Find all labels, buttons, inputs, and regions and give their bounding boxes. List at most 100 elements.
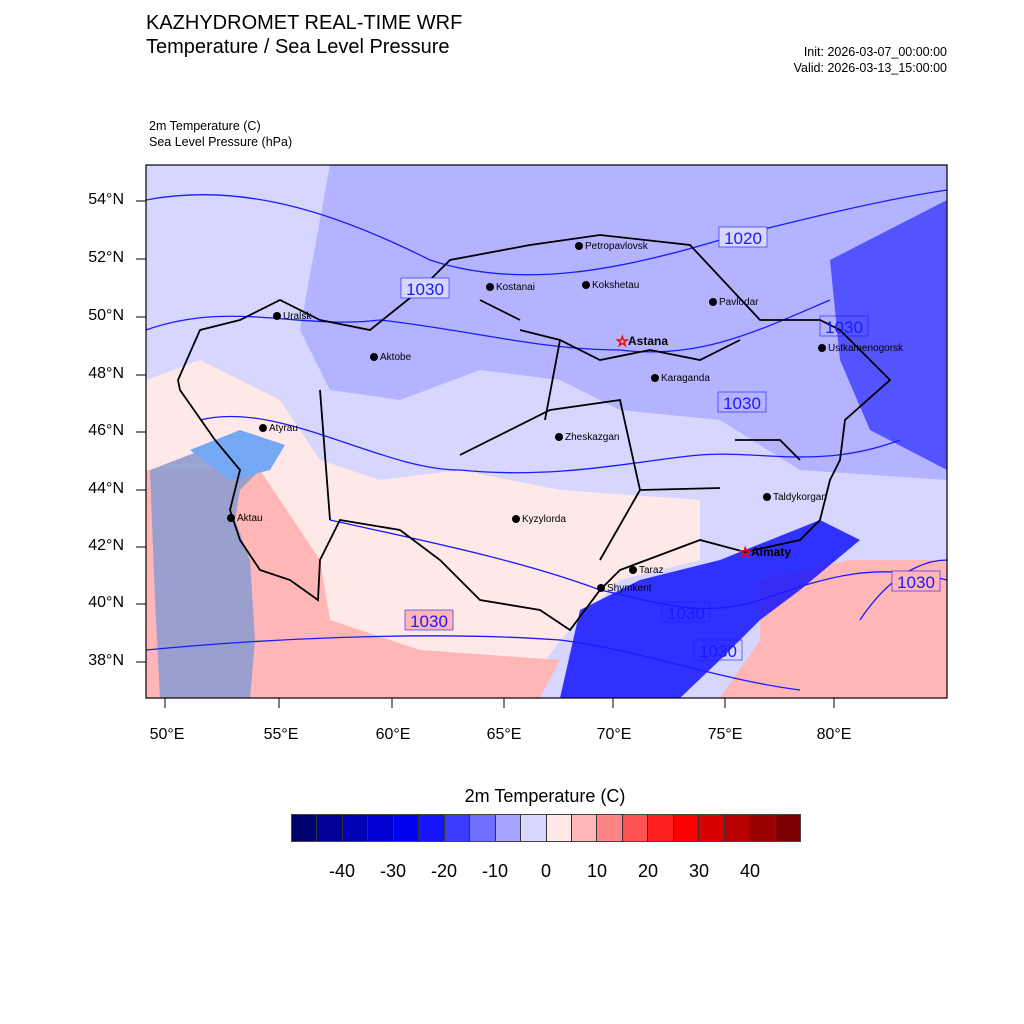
svg-text:Kyzylorda: Kyzylorda (522, 514, 566, 525)
city-marker: Aktau (227, 513, 263, 524)
colorbar-swatch (597, 815, 623, 841)
colorbar-label: 0 (540, 861, 552, 881)
lat-label: 40°N (88, 594, 124, 611)
lat-label: 50°N (88, 307, 124, 324)
lon-label: 80°E (816, 726, 852, 743)
isobar-label: 1030 (891, 570, 941, 592)
valid-time: Valid: 2026-03-13_15:00:00 (793, 61, 947, 75)
svg-text:Kostanai: Kostanai (496, 282, 535, 293)
chart-title: KAZHYDROMET REAL-TIME WRF (146, 12, 463, 34)
city-marker: Pavlodar (709, 297, 759, 308)
city-marker: Aktobe (370, 352, 412, 363)
svg-text:1020: 1020 (724, 229, 762, 248)
colorbar-swatch (571, 815, 598, 841)
isobar-label: 1030 (404, 609, 454, 631)
isobar-label: 1030 (693, 639, 743, 661)
lat-label: 42°N (88, 537, 124, 554)
svg-text:1030: 1030 (406, 280, 444, 299)
isobar-label: 1030 (400, 277, 450, 299)
svg-text:1030: 1030 (825, 318, 863, 337)
colorbar-swatch (699, 815, 725, 841)
colorbar-label: -30 (379, 861, 407, 881)
colorbar (291, 814, 801, 842)
isobars (146, 189, 947, 691)
city-marker: Taraz (629, 565, 663, 576)
temp-field-cold-north (300, 165, 947, 480)
lon-label: 50°E (149, 726, 185, 743)
city-marker: Atyrau (259, 423, 298, 434)
svg-text:Uralsk: Uralsk (283, 311, 312, 322)
chart-subtitle: Temperature / Sea Level Pressure (146, 36, 450, 58)
colorbar-swatch (393, 815, 420, 841)
lat-label: 48°N (88, 365, 124, 382)
colorbar-label: -10 (481, 861, 509, 881)
aral-sea-region (190, 430, 285, 480)
field-label-temperature: 2m Temperature (C) (149, 119, 261, 133)
svg-text:1030: 1030 (897, 573, 935, 592)
svg-text:Zheskazgan: Zheskazgan (565, 432, 619, 443)
lat-label: 38°N (88, 652, 124, 669)
colorbar-swatch (368, 815, 394, 841)
colorbar-title: 2m Temperature (C) (464, 786, 626, 806)
city-marker: Kostanai (486, 282, 535, 293)
city-marker: Kokshetau (582, 280, 639, 291)
svg-text:Atyrau: Atyrau (269, 423, 298, 434)
colorbar-label: 20 (637, 861, 659, 881)
lon-label: 75°E (707, 726, 743, 743)
svg-text:Petropavlovsk: Petropavlovsk (585, 241, 649, 252)
isobar-label: 1020 (718, 226, 768, 248)
svg-text:1030: 1030 (723, 394, 761, 413)
isobar-label: 1030 (717, 391, 767, 413)
city-marker: Ustkamenogorsk (818, 343, 904, 354)
caspian-sea (150, 445, 280, 698)
lon-label: 70°E (596, 726, 632, 743)
temp-field-cold-east (830, 200, 947, 470)
colorbar-swatch (292, 815, 318, 841)
svg-text:1030: 1030 (410, 612, 448, 631)
colorbar-label: 30 (688, 861, 710, 881)
lon-label: 65°E (486, 726, 522, 743)
colorbar-label: 10 (586, 861, 608, 881)
city-marker: Uralsk (273, 311, 312, 322)
city-marker: Kyzylorda (512, 514, 566, 525)
lat-label: 44°N (88, 480, 124, 497)
cities: Petropavlovsk Kostanai Kokshetau Pavloda… (227, 241, 904, 594)
init-time: Init: 2026-03-07_00:00:00 (803, 45, 947, 59)
colorbar-swatch (622, 815, 649, 841)
svg-text:Aktau: Aktau (237, 513, 263, 524)
isobar-labels: 1020 1030 1030 1030 1030 1030 1030 1030 (400, 226, 941, 661)
field-label-pressure: Sea Level Pressure (hPa) (149, 135, 293, 149)
colorbar-swatch (673, 815, 700, 841)
isobar-label: 1030 (661, 601, 711, 623)
colorbar-label: -20 (430, 861, 458, 881)
colorbar-swatch (495, 815, 522, 841)
borders (177, 234, 892, 632)
colorbar-swatch (342, 815, 369, 841)
colorbar-swatch (444, 815, 471, 841)
svg-text:1030: 1030 (667, 604, 705, 623)
colorbar-swatch (419, 815, 445, 841)
svg-text:Almaty: Almaty (751, 545, 791, 559)
colorbar-label: -40 (328, 861, 356, 881)
svg-text:Karaganda: Karaganda (661, 373, 710, 384)
lat-ticks (136, 200, 146, 663)
capital-marker: ☆ Astana (616, 333, 669, 350)
city-marker: Zheskazgan (555, 432, 619, 443)
colorbar-swatch (648, 815, 674, 841)
city-marker: Shymkent (597, 583, 652, 594)
city-marker: Taldykorgan (763, 492, 827, 503)
lat-label: 54°N (88, 191, 124, 208)
svg-text:☆: ☆ (739, 544, 752, 560)
colorbar-swatch (775, 815, 801, 841)
city-marker: Petropavlovsk (575, 241, 649, 252)
svg-text:Kokshetau: Kokshetau (592, 280, 639, 291)
svg-text:Aktobe: Aktobe (380, 352, 412, 363)
svg-text:☆: ☆ (616, 333, 629, 349)
lat-label: 46°N (88, 422, 124, 439)
svg-text:Astana: Astana (628, 334, 668, 348)
svg-text:Ustkamenogorsk: Ustkamenogorsk (828, 343, 904, 354)
lon-label: 55°E (263, 726, 299, 743)
colorbar-swatch (724, 815, 751, 841)
svg-text:Taraz: Taraz (639, 565, 663, 576)
